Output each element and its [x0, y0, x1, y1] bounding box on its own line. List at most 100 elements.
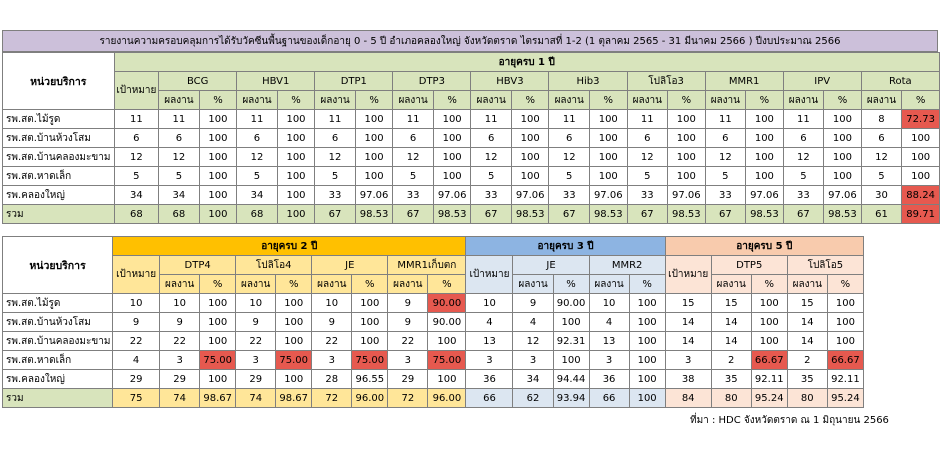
target-header: เป้าหมาย	[465, 255, 514, 294]
value-cell: 90.00	[427, 312, 467, 332]
value-cell: 34	[113, 185, 160, 205]
total-cell: 89.71	[901, 204, 940, 224]
value-cell: 100	[199, 312, 237, 332]
total-cell: 68	[236, 204, 278, 224]
value-cell: 97.06	[589, 185, 628, 205]
total-row: รวม 75 74 98.67 74 98.67 72 96.00 72 96.00 66 62 93.…	[1, 388, 865, 408]
value-cell: 4	[112, 350, 161, 370]
value-cell: 6	[782, 128, 825, 148]
value-cell: 100	[427, 331, 467, 351]
value-cell: 5	[158, 166, 200, 186]
value-cell: 100	[432, 128, 472, 148]
value-cell: 75.00	[275, 350, 313, 370]
value-cell: 5	[782, 166, 825, 186]
value-cell: 100	[276, 147, 316, 167]
value-cell: 100	[823, 128, 862, 148]
value-cell: 100	[589, 166, 628, 186]
value-cell: 5	[548, 166, 590, 186]
total-cell: 74	[235, 388, 277, 408]
age-group-header: อายุครบ 1 ปี	[113, 52, 941, 72]
value-cell: 100	[628, 293, 666, 313]
result-header: ผลงาน	[311, 274, 353, 294]
pct-header: %	[750, 274, 788, 294]
result-header: ผลงาน	[470, 90, 512, 110]
value-cell: 2	[710, 350, 752, 370]
value-cell: 88.24	[901, 185, 940, 205]
total-label: รวม	[2, 204, 115, 224]
value-cell: 33	[548, 185, 590, 205]
value-cell: 97.06	[823, 185, 862, 205]
value-cell: 12	[782, 147, 825, 167]
value-cell: 36	[588, 369, 630, 389]
header-row: หน่วยบริการ อายุครบ 1 ปี	[2, 52, 941, 110]
total-cell: 93.94	[552, 388, 590, 408]
total-cell: 98.53	[432, 204, 472, 224]
table-row: รพ.สต.บ้านคลองมะขาม 12 12 100 12 100 12 100 12 10…	[2, 147, 940, 167]
total-cell: 95.24	[750, 388, 788, 408]
value-cell: 8	[860, 109, 903, 129]
vaccine-header: MMR1	[704, 71, 784, 91]
value-cell: 10	[159, 293, 201, 313]
result-header: ผลงาน	[786, 274, 828, 294]
vaccine-header: HBV3	[470, 71, 550, 91]
value-cell: 2	[786, 350, 828, 370]
total-cell: 75	[112, 388, 161, 408]
value-cell: 9	[235, 312, 277, 332]
value-cell: 22	[159, 331, 201, 351]
value-cell: 100	[432, 109, 472, 129]
value-cell: 3	[387, 350, 429, 370]
value-cell: 100	[275, 331, 313, 351]
value-cell: 5	[860, 166, 903, 186]
result-header: ผลงาน	[159, 274, 201, 294]
value-cell: 100	[667, 128, 706, 148]
value-cell: 100	[198, 166, 238, 186]
pct-header: %	[198, 90, 238, 110]
total-cell: 62	[512, 388, 554, 408]
value-cell: 72.73	[901, 109, 940, 129]
value-cell: 100	[823, 109, 862, 129]
value-cell: 6	[626, 128, 669, 148]
value-cell: 97.06	[432, 185, 472, 205]
value-cell: 100	[510, 166, 550, 186]
table-row: รพ.สต.บ้านห้วงโสม 6 6 100 6 100 6 100 6 100 6 100 6 1…	[2, 128, 940, 148]
total-cell: 61	[860, 204, 903, 224]
value-cell: 33	[782, 185, 825, 205]
value-cell: 33	[470, 185, 512, 205]
value-cell: 4	[512, 312, 554, 332]
total-cell: 98.53	[510, 204, 550, 224]
vaccine-header: IPV	[782, 71, 862, 91]
vaccine-header: MMR2	[588, 255, 666, 275]
total-cell: 72	[311, 388, 353, 408]
table-row: รพ.สต.บ้านคลองมะขาม 22 22 100 22 100 22 100 22 10…	[1, 331, 865, 351]
total-cell: 80	[786, 388, 828, 408]
value-cell: 100	[745, 109, 784, 129]
result-header: ผลงาน	[704, 90, 747, 110]
vaccine-header: Rota	[860, 71, 941, 91]
pct-header: %	[826, 274, 865, 294]
total-cell: 98.53	[667, 204, 706, 224]
unit-header: หน่วยบริการ	[2, 52, 115, 110]
value-cell: 97.06	[510, 185, 550, 205]
value-cell: 90.00	[427, 293, 467, 313]
table-row: รพ.สต.หาดเล็ก 4 3 75.00 3 75.00 3 75.00 3 75.00 3 3…	[1, 350, 865, 370]
value-cell: 100	[589, 109, 628, 129]
value-cell: 6	[470, 128, 512, 148]
value-cell: 100	[198, 128, 238, 148]
header-row: เป้าหมาย BCG HBV1 DTP1 DTP3 HBV3 Hib3 โปลิโอ3 MM…	[3, 71, 941, 110]
total-cell: 98.53	[745, 204, 784, 224]
pct-header: %	[510, 90, 550, 110]
value-cell: 29	[387, 369, 429, 389]
value-cell: 35	[786, 369, 828, 389]
table-age-1: หน่วยบริการ อายุครบ 1 ปี เป้าหมาย BCG HBV1 DT…	[2, 52, 941, 224]
table-row: รพ.คลองใหญ่ 29 29 100 29 100 28 96.55 29 100 36 34 9…	[1, 369, 865, 389]
unit-name: รพ.คลองใหญ่	[1, 369, 114, 389]
value-cell: 12	[236, 147, 278, 167]
total-cell: 67	[548, 204, 590, 224]
value-cell: 10	[235, 293, 277, 313]
total-cell: 67	[470, 204, 512, 224]
pct-header: %	[628, 274, 666, 294]
value-cell: 33	[626, 185, 669, 205]
value-cell: 100	[275, 293, 313, 313]
total-cell: 100	[628, 388, 666, 408]
value-cell: 3	[465, 350, 514, 370]
